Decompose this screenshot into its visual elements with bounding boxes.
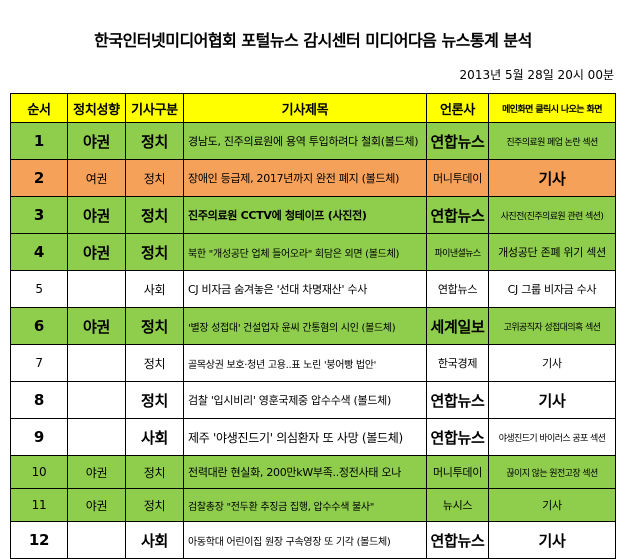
- opened-screen-cell: 진주의료원 폐업 논란 섹션: [488, 122, 616, 160]
- politics-cell: 야권: [67, 488, 126, 522]
- opened-screen-cell: 사진전(진주의료원 관련 섹션): [488, 196, 616, 234]
- politics-cell: 야권: [67, 455, 126, 489]
- article-title-cell[interactable]: 검찰총장 "전두환 추징금 집행, 압수수색 불사": [183, 488, 427, 522]
- press-cell: 머니투데이: [426, 455, 489, 489]
- rank-cell: 3: [10, 196, 68, 234]
- opened-screen-cell: 고위공직자 성접대의혹 섹션: [488, 307, 616, 345]
- table-row: 9 사회 제주 '야생진드기' 의심환자 또 사망 (볼드체) 연합뉴스 야생진…: [10, 418, 616, 456]
- table-header-row: 순서 정치성향 기사구분 기사제목 언론사 메인화면 클릭시 나오는 화면: [10, 93, 616, 123]
- category-cell: 사회: [125, 270, 184, 308]
- press-cell: 연합뉴스: [426, 521, 489, 559]
- table-row: 1 야권 정치 경남도, 진주의료원에 용역 투입하려다 철회(볼드체) 연합뉴…: [10, 122, 616, 160]
- politics-cell: [67, 344, 126, 382]
- politics-cell: [67, 418, 126, 456]
- politics-cell: 야권: [67, 122, 126, 160]
- report-page: 한국인터넷미디어협회 포털뉴스 감시센터 미디어다음 뉴스통계 분석 2013년…: [10, 31, 616, 559]
- article-title-cell[interactable]: CJ 비자금 숨겨놓은 '선대 차명재산' 수사: [183, 270, 427, 308]
- rank-cell: 8: [10, 381, 68, 419]
- opened-screen-cell: 기사: [488, 381, 616, 419]
- article-title-cell[interactable]: '별장 성접대' 건설업자 윤씨 간통혐의 시인 (볼드체): [183, 307, 427, 345]
- report-date: 2013년 5월 28일 20시 00분: [459, 68, 614, 82]
- opened-screen-cell: CJ 그룹 비자금 수사: [488, 270, 616, 308]
- article-title-cell[interactable]: 제주 '야생진드기' 의심환자 또 사망 (볼드체): [183, 418, 427, 456]
- article-title-cell[interactable]: 검찰 '입시비리' 영훈국제중 압수수색 (볼드체): [183, 381, 427, 419]
- politics-cell: [67, 270, 126, 308]
- press-cell: 연합뉴스: [426, 418, 489, 456]
- politics-cell: [67, 381, 126, 419]
- press-cell: 뉴시스: [426, 488, 489, 522]
- category-cell: 사회: [125, 418, 184, 456]
- press-cell: 연합뉴스: [426, 270, 489, 308]
- category-cell: 사회: [125, 521, 184, 559]
- header-category: 기사구분: [125, 93, 184, 123]
- press-cell: 연합뉴스: [426, 196, 489, 234]
- category-cell: 정치: [125, 122, 184, 160]
- article-title-cell[interactable]: 경남도, 진주의료원에 용역 투입하려다 철회(볼드체): [183, 122, 427, 160]
- article-title-cell[interactable]: 아동학대 어린이집 원장 구속영장 또 기각 (볼드체): [183, 521, 427, 559]
- rank-cell: 9: [10, 418, 68, 456]
- table-row: 8 정치 검찰 '입시비리' 영훈국제중 압수수색 (볼드체) 연합뉴스 기사: [10, 381, 616, 419]
- category-cell: 정치: [125, 196, 184, 234]
- rank-cell: 11: [10, 488, 68, 522]
- press-cell: 한국경제: [426, 344, 489, 382]
- category-cell: 정치: [125, 307, 184, 345]
- press-cell: 연합뉴스: [426, 122, 489, 160]
- press-cell: 파이낸셜뉴스: [426, 233, 489, 271]
- politics-cell: 야권: [67, 307, 126, 345]
- rank-cell: 7: [10, 344, 68, 382]
- table-row: 11 야권 정치 검찰총장 "전두환 추징금 집행, 압수수색 불사" 뉴시스 …: [10, 488, 616, 522]
- article-title-cell[interactable]: 북한 "개성공단 업체 들어오라" 회담은 외면 (볼드체): [183, 233, 427, 271]
- opened-screen-cell: 야생진드기 바이러스 공포 섹션: [488, 418, 616, 456]
- header-press: 언론사: [426, 93, 489, 123]
- rank-cell: 1: [10, 122, 68, 160]
- article-title-cell[interactable]: 골목상권 보호·청년 고용..표 노린 '붕어빵 법안': [183, 344, 427, 382]
- opened-screen-cell: 기사: [488, 521, 616, 559]
- table-row: 5 사회 CJ 비자금 숨겨놓은 '선대 차명재산' 수사 연합뉴스 CJ 그룹…: [10, 270, 616, 308]
- opened-screen-cell: 기사: [488, 159, 616, 197]
- page-title: 한국인터넷미디어협회 포털뉴스 감시센터 미디어다음 뉴스통계 분석: [94, 31, 532, 50]
- table-row: 10 야권 정치 전력대란 현실화, 200만kW부족..정전사태 오나 머니투…: [10, 455, 616, 489]
- category-cell: 정치: [125, 233, 184, 271]
- article-title-cell[interactable]: 전력대란 현실화, 200만kW부족..정전사태 오나: [183, 455, 427, 489]
- rank-cell: 5: [10, 270, 68, 308]
- rank-cell: 6: [10, 307, 68, 345]
- category-cell: 정치: [125, 159, 184, 197]
- header-opened-screen: 메인화면 클릭시 나오는 화면: [488, 93, 616, 123]
- press-cell: 연합뉴스: [426, 381, 489, 419]
- rank-cell: 2: [10, 159, 68, 197]
- article-title-cell[interactable]: 장애인 등급제, 2017년까지 완전 폐지 (볼드체): [183, 159, 427, 197]
- politics-cell: [67, 521, 126, 559]
- header-politics: 정치성향: [67, 93, 126, 123]
- rank-cell: 10: [10, 455, 68, 489]
- table-row: 2 여권 정치 장애인 등급제, 2017년까지 완전 폐지 (볼드체) 머니투…: [10, 159, 616, 197]
- press-cell: 세계일보: [426, 307, 489, 345]
- article-title-cell[interactable]: 진주의료원 CCTV에 청테이프 (사진전): [183, 196, 427, 234]
- category-cell: 정치: [125, 381, 184, 419]
- header-rank: 순서: [10, 93, 68, 123]
- table-row: 3 야권 정치 진주의료원 CCTV에 청테이프 (사진전) 연합뉴스 사진전(…: [10, 196, 616, 234]
- politics-cell: 야권: [67, 196, 126, 234]
- table-row: 6 야권 정치 '별장 성접대' 건설업자 윤씨 간통혐의 시인 (볼드체) 세…: [10, 307, 616, 345]
- table-row: 12 사회 아동학대 어린이집 원장 구속영장 또 기각 (볼드체) 연합뉴스 …: [10, 521, 616, 559]
- table-row: 7 정치 골목상권 보호·청년 고용..표 노린 '붕어빵 법안' 한국경제 기…: [10, 344, 616, 382]
- header-article: 기사제목: [183, 93, 427, 123]
- politics-cell: 여권: [67, 159, 126, 197]
- category-cell: 정치: [125, 344, 184, 382]
- table-row: 4 야권 정치 북한 "개성공단 업체 들어오라" 회담은 외면 (볼드체) 파…: [10, 233, 616, 271]
- category-cell: 정치: [125, 488, 184, 522]
- category-cell: 정치: [125, 455, 184, 489]
- politics-cell: 야권: [67, 233, 126, 271]
- rank-cell: 4: [10, 233, 68, 271]
- opened-screen-cell: 기사: [488, 344, 616, 382]
- press-cell: 머니투데이: [426, 159, 489, 197]
- news-stats-table: 순서 정치성향 기사구분 기사제목 언론사 메인화면 클릭시 나오는 화면 1 …: [10, 93, 616, 559]
- opened-screen-cell: 기사: [488, 488, 616, 522]
- opened-screen-cell: 끊이지 않는 원전고장 섹션: [488, 455, 616, 489]
- rank-cell: 12: [10, 521, 68, 559]
- opened-screen-cell: 개성공단 존폐 위기 섹션: [488, 233, 616, 271]
